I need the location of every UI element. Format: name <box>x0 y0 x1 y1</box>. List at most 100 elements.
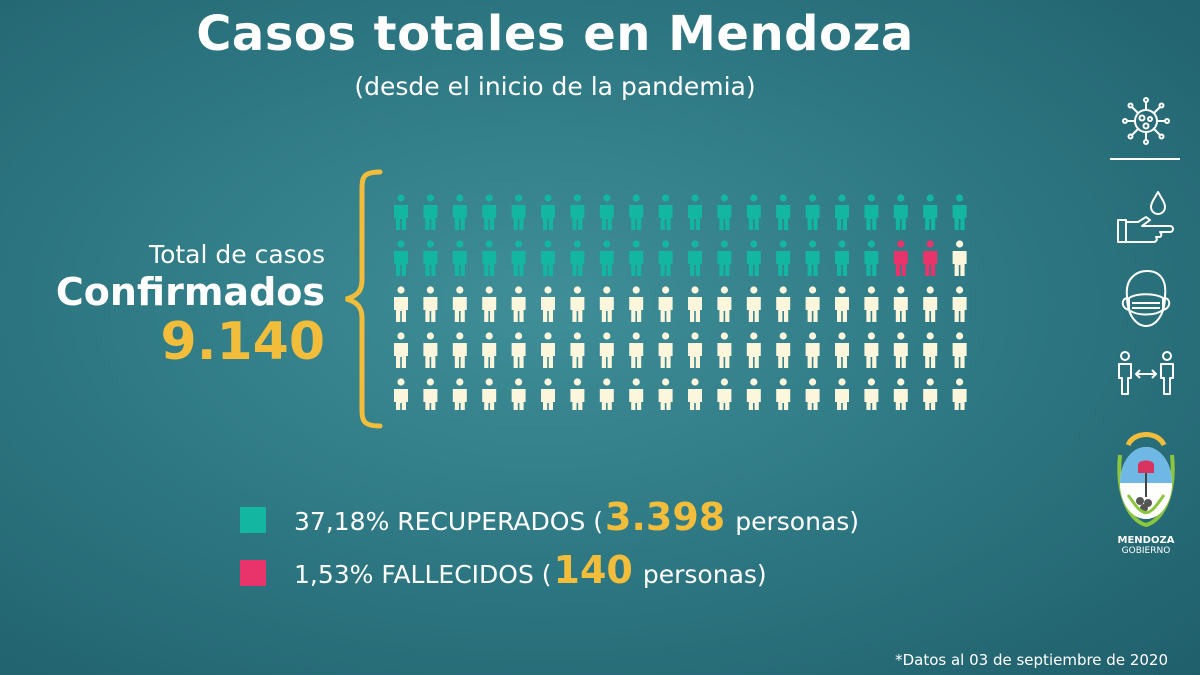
icon-other <box>893 286 908 322</box>
icon-other <box>658 286 673 322</box>
icon-other <box>864 378 879 410</box>
icon-recovered <box>864 240 879 276</box>
hand-wash-icon <box>1108 190 1184 248</box>
icon-other <box>452 378 467 410</box>
page-subtitle: (desde el inicio de la pandemia) <box>354 72 756 101</box>
icon-other <box>658 332 673 368</box>
icon-recovered <box>776 240 791 276</box>
total-label: Total de casos <box>149 240 325 269</box>
icon-other <box>746 332 761 368</box>
icon-other <box>952 240 967 276</box>
icon-recovered <box>599 194 614 230</box>
icon-recovered <box>511 240 526 276</box>
icon-recovered <box>599 240 614 276</box>
icon-recovered <box>482 194 497 230</box>
icon-recovered <box>482 240 497 276</box>
icon-other <box>864 286 879 322</box>
icon-recovered <box>541 194 555 230</box>
icon-divider <box>1110 158 1180 160</box>
icon-recovered <box>717 240 732 276</box>
icon-other <box>511 378 526 410</box>
icon-recovered <box>746 240 761 276</box>
icon-other <box>658 378 673 410</box>
icon-other <box>629 332 644 368</box>
icon-other <box>570 286 585 322</box>
legend-recuperados: 37,18% RECUPERADOS (3.398 personas) <box>240 495 859 539</box>
total-value: 9.140 <box>160 312 325 372</box>
icon-other <box>835 332 849 368</box>
logo-name: MENDOZA <box>1117 535 1175 546</box>
icon-other <box>541 378 555 410</box>
icon-recovered <box>688 194 702 230</box>
icon-other <box>805 378 820 410</box>
icon-other <box>599 332 614 368</box>
mendoza-logo: MENDOZA GOBIERNO <box>1108 425 1184 556</box>
legend-pct: 37,18% <box>294 507 390 536</box>
coat-of-arms-icon <box>1117 432 1175 528</box>
icon-recovered <box>688 240 702 276</box>
icon-other <box>776 332 791 368</box>
icon-other <box>629 378 644 410</box>
icon-other <box>952 332 967 368</box>
icon-recovered <box>864 194 879 230</box>
icon-other <box>394 378 408 410</box>
icon-recovered <box>570 194 585 230</box>
icon-other <box>482 378 497 410</box>
icon-other <box>482 286 497 322</box>
icon-other <box>394 332 408 368</box>
icon-other <box>835 286 849 322</box>
total-label-strong: Confirmados <box>55 270 325 314</box>
icon-other <box>452 286 467 322</box>
icon-other <box>952 378 967 410</box>
icon-recovered <box>570 240 585 276</box>
icon-other <box>923 378 938 410</box>
icon-other <box>629 286 644 322</box>
icon-other <box>511 332 526 368</box>
icon-other <box>805 286 820 322</box>
icon-other <box>717 378 732 410</box>
icon-recovered <box>423 194 438 230</box>
icon-other <box>423 332 438 368</box>
icon-other <box>893 332 908 368</box>
icon-other <box>923 332 938 368</box>
legend-count: 3.398 <box>605 495 726 539</box>
icon-other <box>923 286 938 322</box>
icon-other <box>570 378 585 410</box>
icon-other <box>599 286 614 322</box>
legend-pct: 1,53% <box>294 560 374 589</box>
icon-other <box>776 286 791 322</box>
pictogram-grid <box>394 194 967 410</box>
legend-count: 140 <box>553 548 633 592</box>
icon-recovered <box>717 194 732 230</box>
icon-other <box>952 286 967 322</box>
icon-recovered <box>923 194 938 230</box>
icon-other <box>394 286 408 322</box>
icon-other <box>599 378 614 410</box>
icon-other <box>423 286 438 322</box>
icon-recovered <box>952 194 967 230</box>
icon-recovered <box>511 194 526 230</box>
icon-recovered <box>658 240 673 276</box>
icon-other <box>893 378 908 410</box>
icon-recovered <box>452 240 467 276</box>
icon-other <box>541 332 555 368</box>
brace <box>345 169 383 429</box>
legend-fallecidos: 1,53% FALLECIDOS (140 personas) <box>240 548 767 592</box>
icon-other <box>717 286 732 322</box>
social-distance-icon <box>1108 350 1184 396</box>
icon-recovered <box>423 240 438 276</box>
virus-icon <box>1108 96 1184 146</box>
icon-other <box>423 378 438 410</box>
legend-swatch-recuperados <box>240 507 266 533</box>
icon-other <box>688 378 702 410</box>
legend-suffix: personas) <box>735 507 860 536</box>
icon-recovered <box>746 194 761 230</box>
icon-other <box>805 332 820 368</box>
icon-recovered <box>835 194 849 230</box>
icon-other <box>541 286 555 322</box>
icon-recovered <box>629 194 644 230</box>
icon-recovered <box>893 194 908 230</box>
icon-deceased <box>923 240 938 276</box>
icon-other <box>717 332 732 368</box>
icon-other <box>482 332 497 368</box>
